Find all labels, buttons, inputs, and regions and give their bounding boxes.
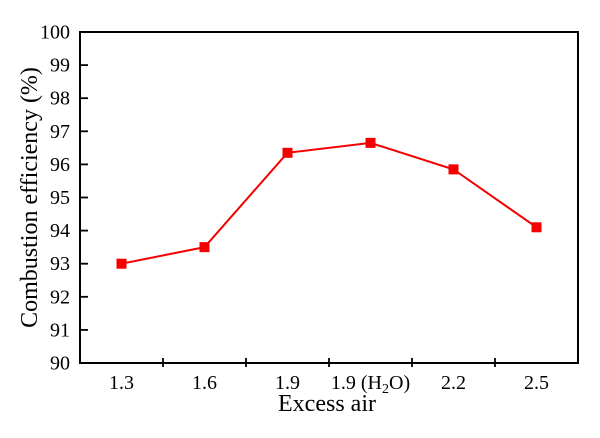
y-axis-tick-labels: 90 91 92 93 94 95 96 97 98 99 100	[40, 22, 70, 375]
data-point-marker	[448, 164, 459, 175]
y-axis-title: Combustion efficiency (%)	[17, 67, 43, 328]
data-point-marker	[531, 222, 542, 233]
y-tick-label: 98	[50, 88, 70, 110]
x-tick-label: 1.9 (H2O)	[331, 372, 410, 397]
data-point-marker	[282, 147, 293, 158]
y-tick-label: 95	[50, 187, 70, 209]
x-axis-title: Excess air	[278, 391, 376, 417]
y-axis-ticks	[81, 64, 88, 331]
y-tick-label: 93	[50, 253, 70, 275]
x-tick-label: 2.2	[441, 372, 466, 394]
data-series	[116, 137, 542, 269]
x-tick-label: 2.5	[524, 372, 549, 394]
y-tick-label: 92	[50, 286, 70, 308]
plot-border	[79, 31, 579, 364]
x-axis-ticks	[162, 358, 496, 367]
subscript-2: 2	[382, 382, 389, 397]
x-tick-label: 1.6	[192, 372, 217, 394]
y-tick-label: 100	[40, 22, 70, 44]
x-tick-label: 1.3	[109, 372, 134, 394]
data-point-marker	[116, 258, 127, 269]
y-tick-label: 97	[50, 121, 70, 143]
data-point-marker	[199, 242, 210, 253]
y-tick-label: 96	[50, 154, 70, 176]
y-tick-label: 90	[50, 353, 70, 375]
series-line	[121, 141, 538, 265]
data-point-marker	[365, 137, 376, 148]
x-axis-tick-labels: 1.3 1.6 1.9 1.9 (H2O) 2.2 2.5	[109, 372, 549, 397]
y-tick-label: 99	[50, 55, 70, 77]
x-tick-label: 1.9	[275, 372, 300, 394]
y-tick-label: 94	[50, 220, 70, 242]
y-tick-label: 91	[50, 319, 70, 341]
